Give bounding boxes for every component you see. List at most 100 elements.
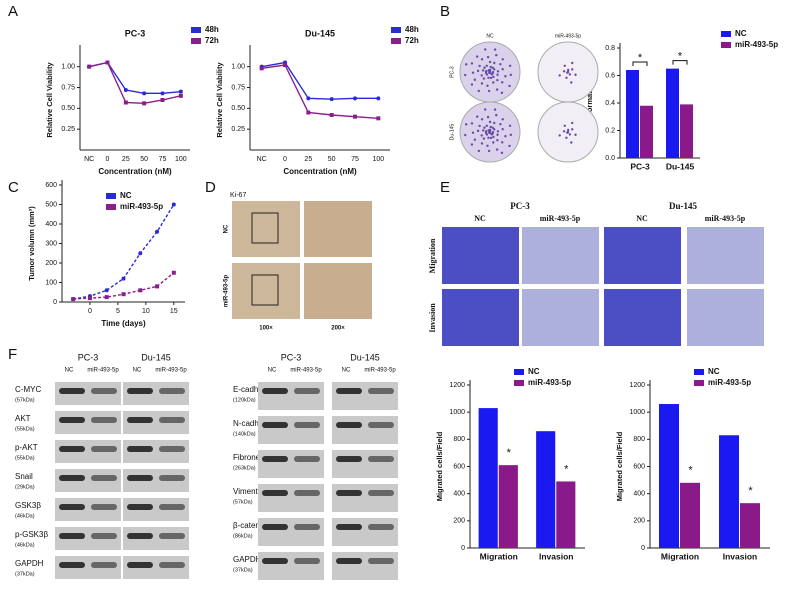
panel-label: D (205, 179, 216, 196)
blot-band (59, 417, 85, 423)
colony (470, 83, 474, 86)
y-axis-label: Migrated cells/Field (615, 431, 624, 501)
blot-strip (258, 450, 324, 478)
blot-band (262, 422, 288, 428)
column-label: NC (636, 214, 648, 223)
blot-strip (55, 527, 121, 550)
protein-size: (46kDa) (15, 513, 35, 519)
legend-label: miR-493-5p (120, 202, 163, 211)
annotation: * (688, 465, 693, 477)
blot-band (336, 388, 362, 394)
column-label: miR-493-5p (705, 214, 746, 223)
x-tick-label: 0 (88, 308, 92, 315)
ihc-image (232, 201, 300, 257)
legend-swatch (106, 204, 116, 210)
point (138, 251, 143, 256)
blot-band (294, 490, 320, 496)
colony (492, 135, 495, 139)
colony (481, 129, 485, 132)
colony (574, 133, 577, 136)
colony (566, 128, 570, 132)
point (306, 110, 311, 115)
colony (495, 53, 498, 57)
point (171, 270, 176, 275)
transwell-image (604, 227, 681, 284)
lane-label: miR-493-5p (364, 368, 396, 374)
blot-band (294, 524, 320, 530)
annotation: * (564, 463, 569, 475)
colony (493, 128, 496, 131)
colony (499, 122, 502, 126)
colony (485, 73, 489, 76)
point (105, 60, 110, 65)
x-tick-label: 10 (142, 308, 150, 315)
colony (476, 129, 480, 133)
y-tick-label: 0.25 (231, 126, 245, 133)
y-tick-label: 0.2 (605, 127, 615, 134)
point (283, 63, 287, 67)
x-axis-label: Concentration (nM) (283, 167, 357, 176)
lane-label: miR-493-5p (87, 368, 119, 374)
blot-band (91, 446, 117, 452)
colony (493, 108, 497, 111)
bar (478, 408, 498, 548)
annotation: * (638, 52, 643, 64)
blot-band (336, 490, 362, 496)
blot-band (91, 533, 117, 539)
blot-band (59, 388, 85, 394)
colony (563, 124, 566, 127)
bar (498, 465, 518, 548)
colony (508, 84, 511, 88)
blot-band (262, 456, 288, 462)
colony (493, 61, 496, 65)
colony (485, 64, 488, 67)
row-label: Invasion (428, 303, 437, 333)
cell-line-label: Du-145 (141, 352, 171, 362)
y-tick-label: 0 (53, 299, 57, 306)
point (160, 98, 165, 102)
colony (508, 124, 512, 128)
blot-strip (332, 416, 398, 444)
protein-size: (120kDa) (233, 397, 256, 403)
x-tick-label: 25 (122, 156, 130, 163)
colony (496, 70, 500, 73)
point (121, 276, 126, 281)
blot-band (294, 422, 320, 428)
blot-band (59, 446, 85, 452)
annotation: * (507, 447, 512, 459)
colony (470, 143, 474, 146)
colony (484, 48, 487, 51)
row-label: PC-3 (449, 66, 455, 78)
colony (565, 76, 568, 79)
y-tick-label: 400 (453, 491, 465, 498)
protein-name: E-cadherin (233, 385, 272, 394)
y-tick-label: 0 (641, 545, 645, 552)
blot-strip (123, 382, 189, 405)
point (329, 113, 334, 117)
colony (496, 73, 499, 76)
column-label: miR-493-5p (540, 214, 581, 223)
blot-band (336, 558, 362, 564)
blot-band (91, 417, 117, 423)
legend-label: 72h (405, 36, 419, 45)
colony (571, 128, 574, 131)
point (87, 64, 92, 69)
panel-label: E (440, 179, 450, 196)
legend-label: 48h (405, 25, 419, 34)
colony (487, 149, 491, 153)
x-tick-label: Migration (480, 551, 518, 561)
colony (562, 70, 566, 73)
colony (508, 64, 512, 68)
colony (478, 64, 481, 68)
colony (480, 118, 484, 121)
colony (489, 65, 492, 69)
colony (509, 73, 513, 77)
point (171, 202, 176, 207)
lane-label: NC (65, 368, 74, 374)
colony (482, 137, 486, 140)
colony (489, 125, 492, 129)
annotation: * (678, 51, 683, 63)
protein-name: GAPDH (15, 559, 44, 568)
y-tick-label: 0 (461, 545, 465, 552)
colony (475, 115, 479, 118)
